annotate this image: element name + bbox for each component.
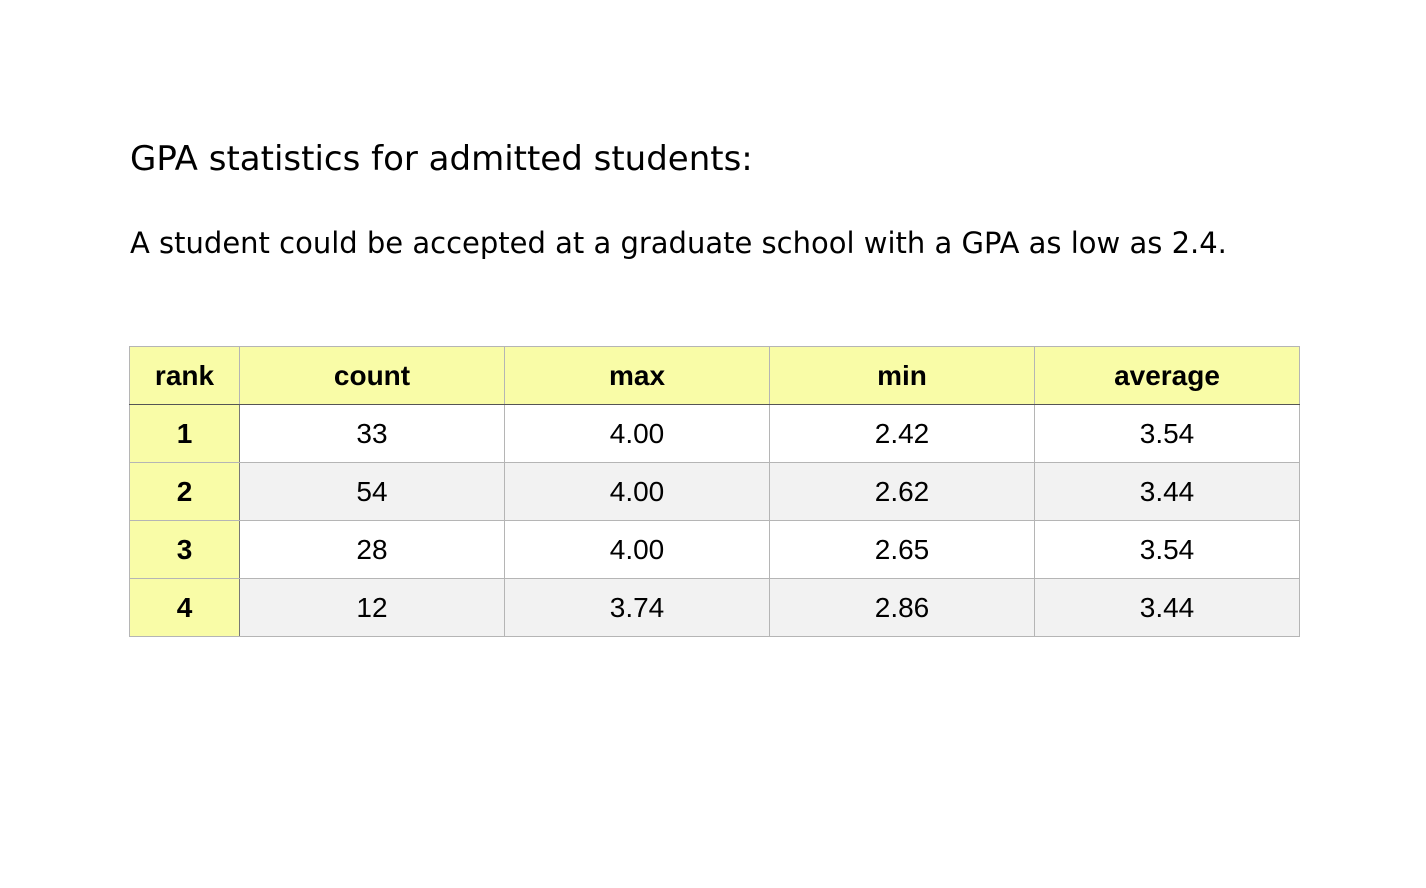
rank-cell: 2	[129, 462, 240, 521]
column-header-max: max	[504, 346, 770, 405]
rank-cell: 4	[129, 578, 240, 637]
count-cell: 28	[239, 520, 505, 579]
table-row: 1 33 4.00 2.42 3.54	[129, 404, 1300, 463]
min-cell: 2.62	[769, 462, 1035, 521]
summary-statement: A student could be accepted at a graduat…	[130, 226, 1227, 260]
column-header-min: min	[769, 346, 1035, 405]
header-row: rank count max min average	[129, 346, 1300, 405]
gpa-stats-table: rank count max min average 1 33 4.00 2.4…	[129, 346, 1300, 637]
column-header-average: average	[1034, 346, 1300, 405]
max-cell: 4.00	[504, 462, 770, 521]
rank-cell: 1	[129, 404, 240, 463]
average-cell: 3.44	[1034, 462, 1300, 521]
column-header-rank: rank	[129, 346, 240, 405]
page-heading: GPA statistics for admitted students:	[130, 139, 753, 179]
max-cell: 4.00	[504, 404, 770, 463]
min-cell: 2.42	[769, 404, 1035, 463]
rank-cell: 3	[129, 520, 240, 579]
count-cell: 12	[239, 578, 505, 637]
average-cell: 3.54	[1034, 520, 1300, 579]
max-cell: 4.00	[504, 520, 770, 579]
table-row: 3 28 4.00 2.65 3.54	[129, 520, 1300, 579]
column-header-count: count	[239, 346, 505, 405]
count-cell: 33	[239, 404, 505, 463]
table-row: 2 54 4.00 2.62 3.44	[129, 462, 1300, 521]
average-cell: 3.54	[1034, 404, 1300, 463]
max-cell: 3.74	[504, 578, 770, 637]
min-cell: 2.86	[769, 578, 1035, 637]
min-cell: 2.65	[769, 520, 1035, 579]
average-cell: 3.44	[1034, 578, 1300, 637]
table-row: 4 12 3.74 2.86 3.44	[129, 578, 1300, 637]
count-cell: 54	[239, 462, 505, 521]
